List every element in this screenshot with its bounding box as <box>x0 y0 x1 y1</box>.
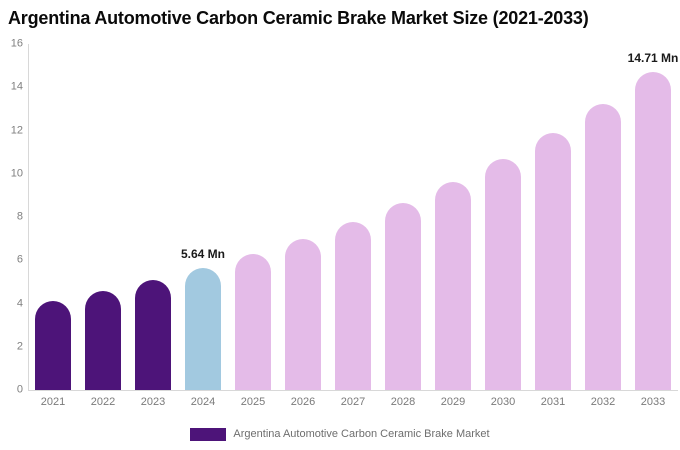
x-tick-label: 2025 <box>240 396 266 408</box>
x-tick-label: 2027 <box>340 396 366 408</box>
x-tick-label: 2021 <box>40 396 66 408</box>
bar-2033[interactable] <box>635 71 671 390</box>
x-tick-label: 2028 <box>390 396 416 408</box>
x-axis-labels: 2021 2022 2023 2024 2025 2026 2027 2028 2029 2030… <box>28 397 678 408</box>
bar-slot <box>228 44 278 390</box>
y-tick-label: 8 <box>16 210 23 223</box>
y-tick-label: 6 <box>16 253 23 266</box>
x-tick-label: 2026 <box>290 396 316 408</box>
x-tick-label: 2023 <box>140 396 166 408</box>
bar-2023[interactable] <box>135 280 171 390</box>
bar-slot <box>528 44 578 390</box>
bar-slot <box>78 44 128 390</box>
y-tick-label: 4 <box>16 297 23 309</box>
bar-slot <box>128 44 178 390</box>
bar-slot <box>428 44 478 390</box>
bar-slot <box>278 44 328 390</box>
legend-label: Argentina Automotive Carbon Ceramic Brak… <box>233 428 490 440</box>
bar-2028[interactable] <box>385 203 421 390</box>
bar-2027[interactable] <box>335 222 371 390</box>
bar-slot: 5.64 Mn <box>178 44 228 390</box>
y-tick-label: 16 <box>10 37 23 50</box>
x-tick-label: 2022 <box>90 396 116 408</box>
bar-slot <box>578 44 628 390</box>
x-tick-label: 2032 <box>590 396 616 408</box>
bar-2031[interactable] <box>535 133 571 390</box>
bar-2029[interactable] <box>435 182 471 390</box>
bar-slot <box>328 44 378 390</box>
bar-slot <box>478 44 528 390</box>
y-tick-label: 10 <box>10 167 23 180</box>
x-axis-line <box>28 390 678 391</box>
x-tick-label: 2024 <box>190 396 216 408</box>
x-tick-label: 2029 <box>440 396 466 408</box>
x-tick-label: 2033 <box>640 396 666 408</box>
y-tick-label: 2 <box>16 340 23 353</box>
bar-2022[interactable] <box>85 291 121 390</box>
bar-2021[interactable] <box>35 301 71 390</box>
bar-slot: 14.71 Mn <box>628 44 678 390</box>
bar-2030[interactable] <box>485 159 521 390</box>
bar-slot <box>378 44 428 390</box>
x-tick-label: 2030 <box>490 396 516 408</box>
chart-title: Argentina Automotive Carbon Ceramic Brak… <box>8 8 589 28</box>
bar-2025[interactable] <box>235 254 271 390</box>
legend-swatch-icon <box>190 428 227 441</box>
legend-item[interactable]: Argentina Automotive Carbon Ceramic Brak… <box>0 427 680 442</box>
x-tick-label: 2031 <box>540 396 566 408</box>
bar-2024[interactable] <box>185 268 221 390</box>
bar-2032[interactable] <box>585 104 621 390</box>
y-axis-ticks: 0 2 4 6 8 10 12 14 16 <box>0 38 23 395</box>
bar-value-label: 14.71 Mn <box>627 50 679 65</box>
y-tick-label: 14 <box>10 80 23 93</box>
plot-area: 5.64 Mn 14.71 Mn <box>28 44 678 390</box>
y-tick-label: 12 <box>10 124 23 136</box>
y-axis-line <box>28 44 29 390</box>
bar-2026[interactable] <box>285 239 321 390</box>
bar-value-label: 5.64 Mn <box>180 247 226 262</box>
bar-slot <box>28 44 78 390</box>
y-tick-label: 0 <box>16 383 23 396</box>
